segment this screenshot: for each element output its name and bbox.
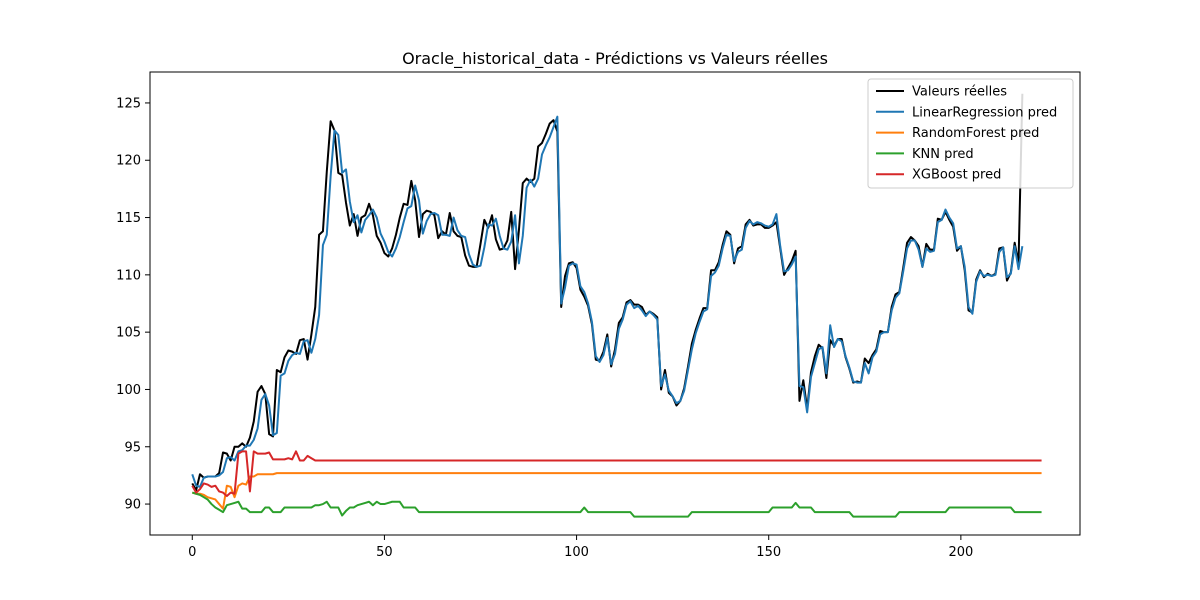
legend-label-1: LinearRegression pred xyxy=(912,105,1057,120)
x-tick-label-1: 50 xyxy=(376,545,393,560)
plot-area xyxy=(191,93,1042,518)
legend-label-4: XGBoost pred xyxy=(912,168,1001,183)
y-tick-label-7: 125 xyxy=(116,96,141,111)
axes: 0 50 100 150 200 90 95 100 105 110 115 120 125 xyxy=(116,71,1081,560)
series-line-1 xyxy=(191,115,1024,488)
series-line-4 xyxy=(191,450,1042,498)
x-tick-label-4: 200 xyxy=(948,545,973,560)
chart-title: Oracle_historical_data - Prédictions vs … xyxy=(402,49,828,69)
x-tick-label-3: 150 xyxy=(756,545,781,560)
y-tick-label-6: 120 xyxy=(116,154,141,169)
y-tick-label-1: 95 xyxy=(124,440,141,455)
series-line-3 xyxy=(191,491,1042,518)
series-line-2 xyxy=(191,472,1042,510)
y-tick-label-4: 110 xyxy=(116,268,141,283)
y-tick-label-0: 90 xyxy=(124,498,141,513)
legend-box xyxy=(867,78,1074,189)
plot-frame xyxy=(149,71,1081,536)
y-tick-label-5: 115 xyxy=(116,211,141,226)
y-tick-label-3: 105 xyxy=(116,326,141,341)
x-tick-label-2: 100 xyxy=(564,545,589,560)
legend-label-3: KNN pred xyxy=(912,147,974,162)
legend-label-2: RandomForest pred xyxy=(912,126,1039,141)
legend: Valeurs réelles LinearRegression pred Rand… xyxy=(867,78,1074,189)
legend-label-0: Valeurs réelles xyxy=(912,85,1007,100)
y-tick-label-2: 100 xyxy=(116,383,141,398)
x-tick-label-0: 0 xyxy=(188,545,196,560)
